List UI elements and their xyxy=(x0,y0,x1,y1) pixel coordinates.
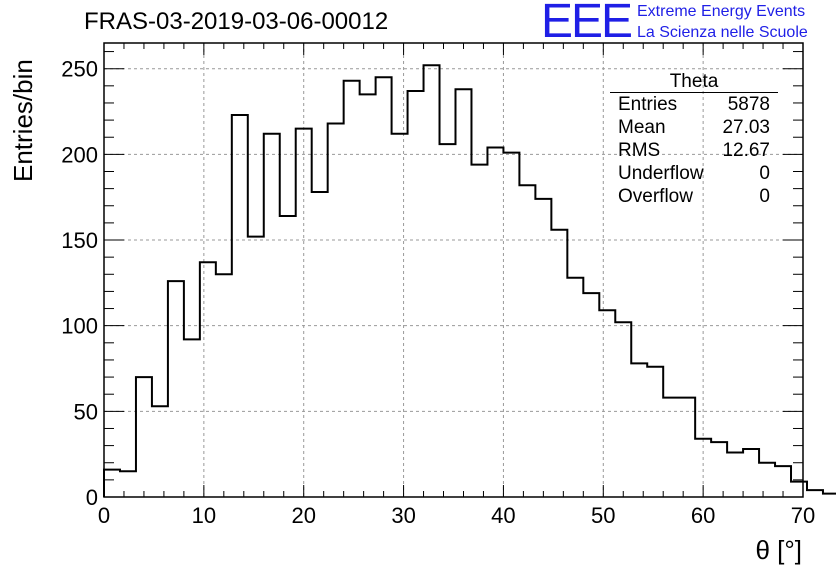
stats-label: Entries xyxy=(618,94,678,115)
y-tick-label: 50 xyxy=(74,399,98,424)
eee-logo: EEE xyxy=(541,0,633,48)
histogram-bin xyxy=(631,363,647,497)
stats-row: Entries 5878 xyxy=(610,93,778,116)
histogram-bin xyxy=(471,165,487,497)
histogram-bin xyxy=(615,322,631,497)
histogram-bin xyxy=(583,293,599,497)
histogram-series xyxy=(103,64,836,497)
histogram-bin xyxy=(679,398,695,497)
axis-tick-labels: 0 10 20 30 40 50 60 70 0 50 100 150 200 250 xyxy=(61,57,815,528)
stats-value: 27.03 xyxy=(722,117,770,138)
grid-lines xyxy=(104,43,803,497)
y-axis-label: Entries/bin xyxy=(8,59,38,182)
stats-label: Overflow xyxy=(618,186,693,207)
stats-value: 0 xyxy=(759,163,770,184)
y-tick-label: 100 xyxy=(61,314,98,339)
histogram-bin xyxy=(440,144,456,497)
stats-box: Theta Entries 5878 Mean 27.03 RMS 12.67 … xyxy=(610,72,778,208)
x-tick-label: 10 xyxy=(192,503,216,528)
histogram-bin xyxy=(663,398,679,497)
histogram-bin xyxy=(136,377,152,497)
y-tick-label: 250 xyxy=(61,57,98,82)
histogram-bin xyxy=(727,452,743,497)
histogram-bin xyxy=(216,274,232,497)
histogram-bin xyxy=(647,367,663,497)
stats-value: 0 xyxy=(759,186,770,207)
histogram-bin xyxy=(328,124,344,497)
logo-line-2: La Scienza nelle Scuole xyxy=(637,24,808,41)
stats-row: RMS 12.67 xyxy=(610,139,778,162)
plot-frame xyxy=(103,42,804,498)
histogram-bin xyxy=(711,442,727,497)
histogram-bin xyxy=(424,65,440,497)
logo-line-1: Extreme Energy Events xyxy=(637,3,806,20)
x-tick-label: 70 xyxy=(791,503,815,528)
histogram-bin xyxy=(376,77,392,497)
x-tick-label: 40 xyxy=(491,503,515,528)
stats-row: Underflow 0 xyxy=(610,162,778,185)
histogram-bin xyxy=(152,406,168,497)
x-tick-label: 30 xyxy=(391,503,415,528)
histogram-bin xyxy=(791,482,807,497)
x-tick-label: 0 xyxy=(98,503,110,528)
stats-row: Mean 27.03 xyxy=(610,116,778,139)
histogram-bin xyxy=(168,281,184,497)
histogram-bin xyxy=(759,463,775,497)
chart-title: FRAS-03-2019-03-06-00012 xyxy=(84,8,389,35)
stats-label: RMS xyxy=(618,140,661,161)
histogram-bin xyxy=(503,153,519,497)
x-tick-label: 50 xyxy=(591,503,615,528)
y-tick-label: 150 xyxy=(61,228,98,253)
axis-ticks xyxy=(103,43,804,498)
histogram-bin xyxy=(551,230,567,497)
stats-row: Overflow 0 xyxy=(610,185,778,208)
y-tick-label: 0 xyxy=(86,485,98,510)
stats-value: 5878 xyxy=(727,94,770,115)
x-tick-label: 60 xyxy=(691,503,715,528)
stats-label: Mean xyxy=(618,117,666,138)
histogram-line xyxy=(103,64,836,497)
histogram-bin xyxy=(232,115,248,497)
histogram-bin xyxy=(344,81,360,497)
stats-title: Theta xyxy=(610,72,778,93)
histogram-bin xyxy=(408,91,424,497)
stats-value: 12.67 xyxy=(722,140,770,161)
histogram-bin xyxy=(807,490,823,497)
y-tick-label: 200 xyxy=(61,142,98,167)
histogram-bin xyxy=(535,199,551,497)
histogram-bin xyxy=(200,262,216,497)
histogram-bin xyxy=(248,237,264,497)
histogram-bin xyxy=(280,216,296,497)
histogram-bin xyxy=(743,449,759,497)
histogram-bin xyxy=(184,339,200,497)
histogram-bin xyxy=(455,89,471,497)
histogram-bin xyxy=(599,310,615,497)
histogram-bin xyxy=(487,148,503,497)
histogram-bin xyxy=(392,134,408,497)
histogram-bin xyxy=(567,278,583,497)
histogram-bin xyxy=(264,134,280,497)
histogram-bin xyxy=(312,192,328,497)
histogram-bin xyxy=(120,471,136,497)
x-tick-label: 20 xyxy=(291,503,315,528)
x-axis-label: θ [°] xyxy=(755,535,802,565)
histogram-bin xyxy=(104,470,120,497)
histogram-bin xyxy=(519,185,535,497)
stats-label: Underflow xyxy=(618,163,704,184)
